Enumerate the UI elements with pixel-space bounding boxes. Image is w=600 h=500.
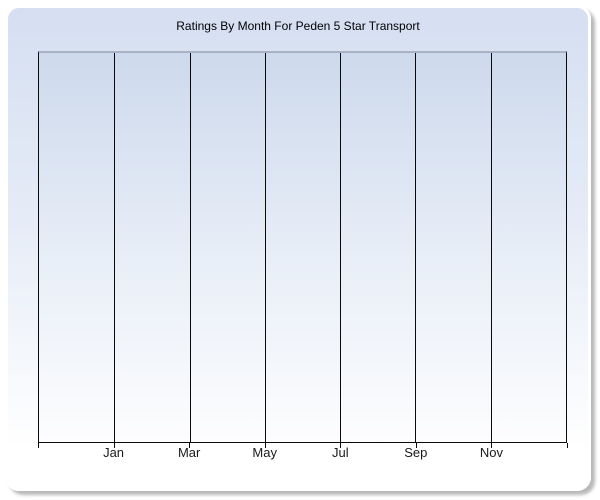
vertical-gridline	[264, 53, 266, 442]
x-axis-tick	[415, 443, 417, 448]
vertical-gridline	[189, 53, 191, 442]
x-axis-tick	[38, 443, 39, 448]
x-axis-tick-label: Jul	[331, 445, 349, 460]
x-axis-tick	[264, 443, 266, 448]
x-axis-tick-label: May	[252, 445, 277, 460]
vertical-gridline	[490, 53, 492, 442]
x-axis-tick	[491, 443, 493, 448]
x-axis-tick-label: Jan	[103, 445, 125, 460]
x-axis-tick	[340, 443, 342, 448]
x-axis-tick-label: Mar	[177, 445, 201, 460]
vertical-gridline	[114, 53, 116, 442]
x-axis-tick	[189, 443, 191, 448]
plot-area	[38, 51, 567, 443]
chart-panel: Ratings By Month For Peden 5 Star Transp…	[5, 5, 591, 491]
x-axis-tick-label: Sep	[404, 445, 428, 460]
vertical-gridline	[415, 53, 417, 442]
x-axis-tick-label: Nov	[479, 445, 503, 460]
x-axis-tick	[567, 443, 568, 448]
chart-title: Ratings By Month For Peden 5 Star Transp…	[176, 19, 420, 33]
vertical-gridline	[340, 53, 342, 442]
x-axis-tick	[113, 443, 115, 448]
